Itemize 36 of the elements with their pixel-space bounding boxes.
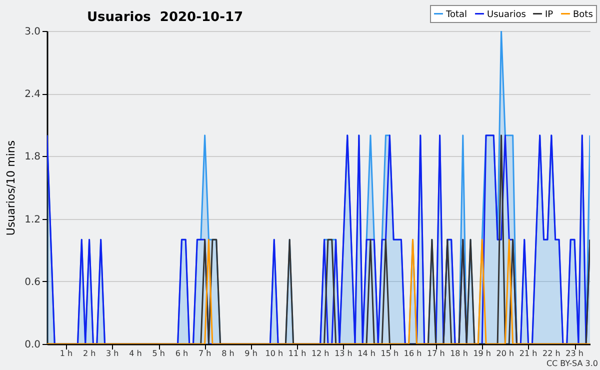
- x-tick-label: 23 h: [566, 349, 584, 358]
- y-tick-label: 0.0: [24, 340, 40, 350]
- y-tick-label: 3.0: [24, 26, 40, 38]
- x-tick-label: 17 h: [426, 349, 445, 358]
- x-tick-label: 14 h: [358, 349, 376, 358]
- x-tick-label: 4 h: [129, 349, 142, 358]
- x-tick-label: 13 h: [334, 349, 352, 358]
- x-tick-label: 7 h: [198, 349, 212, 358]
- x-tick-label: 5 h: [152, 349, 165, 358]
- y-tick-label: 0.6: [24, 276, 40, 288]
- chart-title: Usuarios 2020-10-17: [87, 10, 244, 25]
- legend-label: Usuarios: [487, 10, 526, 20]
- x-tick-label: 11 h: [288, 349, 306, 358]
- legend-label: Total: [445, 10, 468, 20]
- x-tick-label: 2 h: [82, 349, 96, 358]
- x-tick-label: 6 h: [175, 349, 188, 358]
- x-tick-label: 22 h: [542, 349, 560, 358]
- y-tick-label: 2.4: [24, 89, 40, 100]
- x-tick-label: 15 h: [380, 349, 399, 358]
- legend-label: Bots: [573, 10, 594, 20]
- y-tick-label: 1.2: [24, 214, 40, 226]
- x-tick-label: 9 h: [244, 349, 258, 358]
- x-tick-label: 1 h: [60, 349, 73, 358]
- x-tick-label: 16 h: [404, 349, 422, 358]
- x-tick-label: 3 h: [106, 349, 119, 358]
- x-tick-label: 10 h: [265, 349, 284, 358]
- y-tick-label: 1.8: [24, 152, 40, 163]
- x-tick-label: 12 h: [311, 349, 330, 358]
- legend-label: IP: [545, 10, 554, 20]
- x-tick-label: 19 h: [473, 349, 491, 358]
- x-tick-label: 8 h: [222, 349, 234, 358]
- x-tick-label: 20 h: [496, 349, 514, 358]
- x-tick-label: 18 h: [450, 349, 468, 358]
- text: CC BY-SA 3.0: [546, 359, 598, 368]
- y-axis-title: Usuarios/10 mins: [4, 140, 18, 236]
- x-tick-label: 21 h: [519, 349, 538, 358]
